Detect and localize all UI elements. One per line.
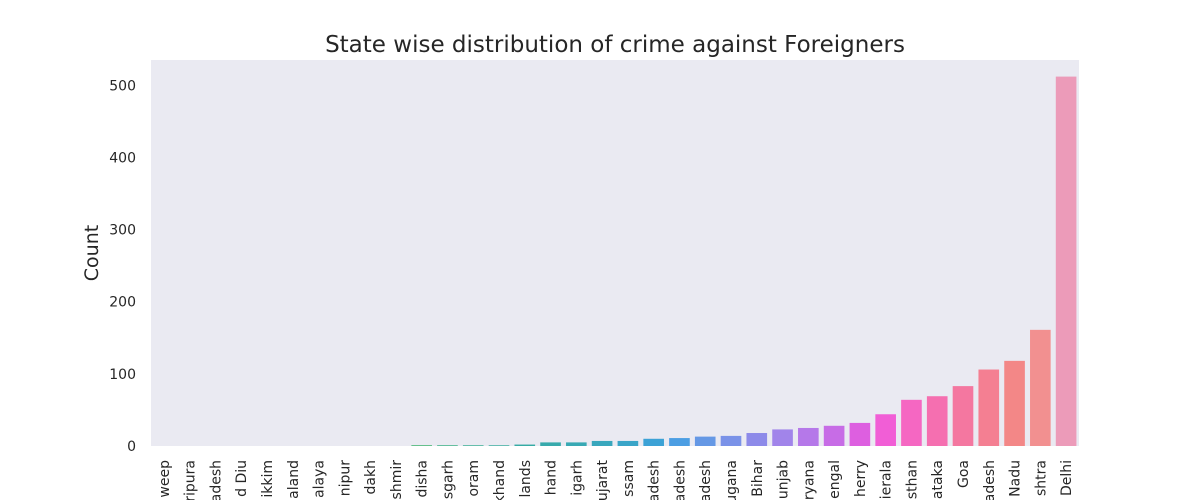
bar — [1004, 360, 1025, 446]
x-tick-label: sgarh — [440, 460, 456, 499]
x-tick-label: disha — [415, 460, 431, 498]
x-axis: weep ripura adesh d Diu ikkim aland alaya nipur… — [157, 459, 1075, 500]
x-tick-label: igarh — [569, 460, 585, 496]
y-axis: 0 100 200 300 400 500 — [109, 78, 136, 455]
x-tick-label: adesh — [698, 460, 714, 500]
y-tick-label: 100 — [109, 367, 136, 383]
bar — [849, 422, 871, 446]
plot-area — [151, 60, 1079, 446]
x-tick-label: oram — [466, 460, 482, 497]
x-tick-label: adesh — [647, 460, 663, 500]
bar — [437, 445, 458, 446]
x-tick-label: adesh — [672, 460, 688, 500]
x-tick-label: ssam — [621, 460, 637, 497]
x-tick-label: hand — [544, 460, 560, 495]
x-tick-label: engal — [827, 460, 843, 499]
x-tick-label: herry — [853, 460, 869, 497]
x-tick-label: Delhi — [1059, 460, 1075, 496]
bar — [411, 445, 432, 446]
bar — [669, 438, 690, 446]
bar — [566, 442, 587, 446]
x-tick-label: ujarat — [595, 459, 611, 500]
bar — [875, 414, 896, 446]
bar — [901, 399, 922, 446]
x-tick-label: nipur — [337, 460, 353, 497]
x-tick-label: adesh — [208, 460, 224, 500]
bar — [978, 369, 1000, 446]
x-tick-label: adesh — [982, 460, 998, 500]
bar — [952, 386, 974, 446]
x-tick-label: ikkim — [260, 460, 276, 498]
bar — [514, 444, 536, 446]
x-tick-label: aland — [286, 460, 302, 499]
bar — [720, 435, 742, 446]
x-tick-label: Nadu — [1008, 460, 1024, 497]
x-tick-label: ripura — [183, 460, 199, 500]
bar — [823, 425, 845, 446]
bar — [462, 445, 484, 446]
x-tick-label: alaya — [312, 460, 328, 498]
x-tick-label: khand — [492, 460, 508, 500]
y-tick-label: 500 — [109, 78, 136, 94]
bar — [798, 427, 819, 446]
x-tick-label: shtra — [1033, 460, 1049, 496]
x-tick-label: d Diu — [234, 460, 250, 497]
x-tick-label: ryana — [801, 460, 817, 500]
bar — [1030, 329, 1051, 446]
bars — [411, 76, 1077, 446]
y-tick-label: 0 — [127, 439, 136, 455]
x-tick-label: unjab — [776, 460, 792, 499]
x-tick-label: dakh — [363, 460, 379, 494]
y-tick-label: 400 — [109, 150, 136, 166]
x-tick-label: lands — [518, 460, 534, 498]
x-tick-label: ierala — [879, 460, 895, 499]
bar — [926, 396, 948, 446]
bar — [540, 442, 561, 446]
bar — [746, 433, 768, 446]
x-tick-label: shmir — [389, 460, 405, 500]
x-tick-label: Goa — [956, 460, 972, 488]
y-tick-label: 300 — [109, 223, 136, 239]
bar — [591, 440, 613, 446]
x-tick-label: Bihar — [750, 460, 766, 497]
y-axis-label: Count — [81, 225, 103, 281]
bar — [1055, 76, 1077, 446]
x-tick-label: ataka — [930, 460, 946, 499]
x-tick-label: ugana — [724, 460, 740, 500]
bar — [488, 445, 510, 446]
bar — [772, 429, 793, 446]
bar — [617, 440, 639, 446]
x-tick-label: weep — [157, 460, 173, 498]
bar — [643, 438, 664, 446]
x-tick-label: sthan — [904, 460, 920, 499]
chart-title: State wise distribution of crime against… — [325, 32, 905, 58]
y-tick-label: 200 — [109, 295, 136, 311]
bar — [694, 436, 716, 446]
